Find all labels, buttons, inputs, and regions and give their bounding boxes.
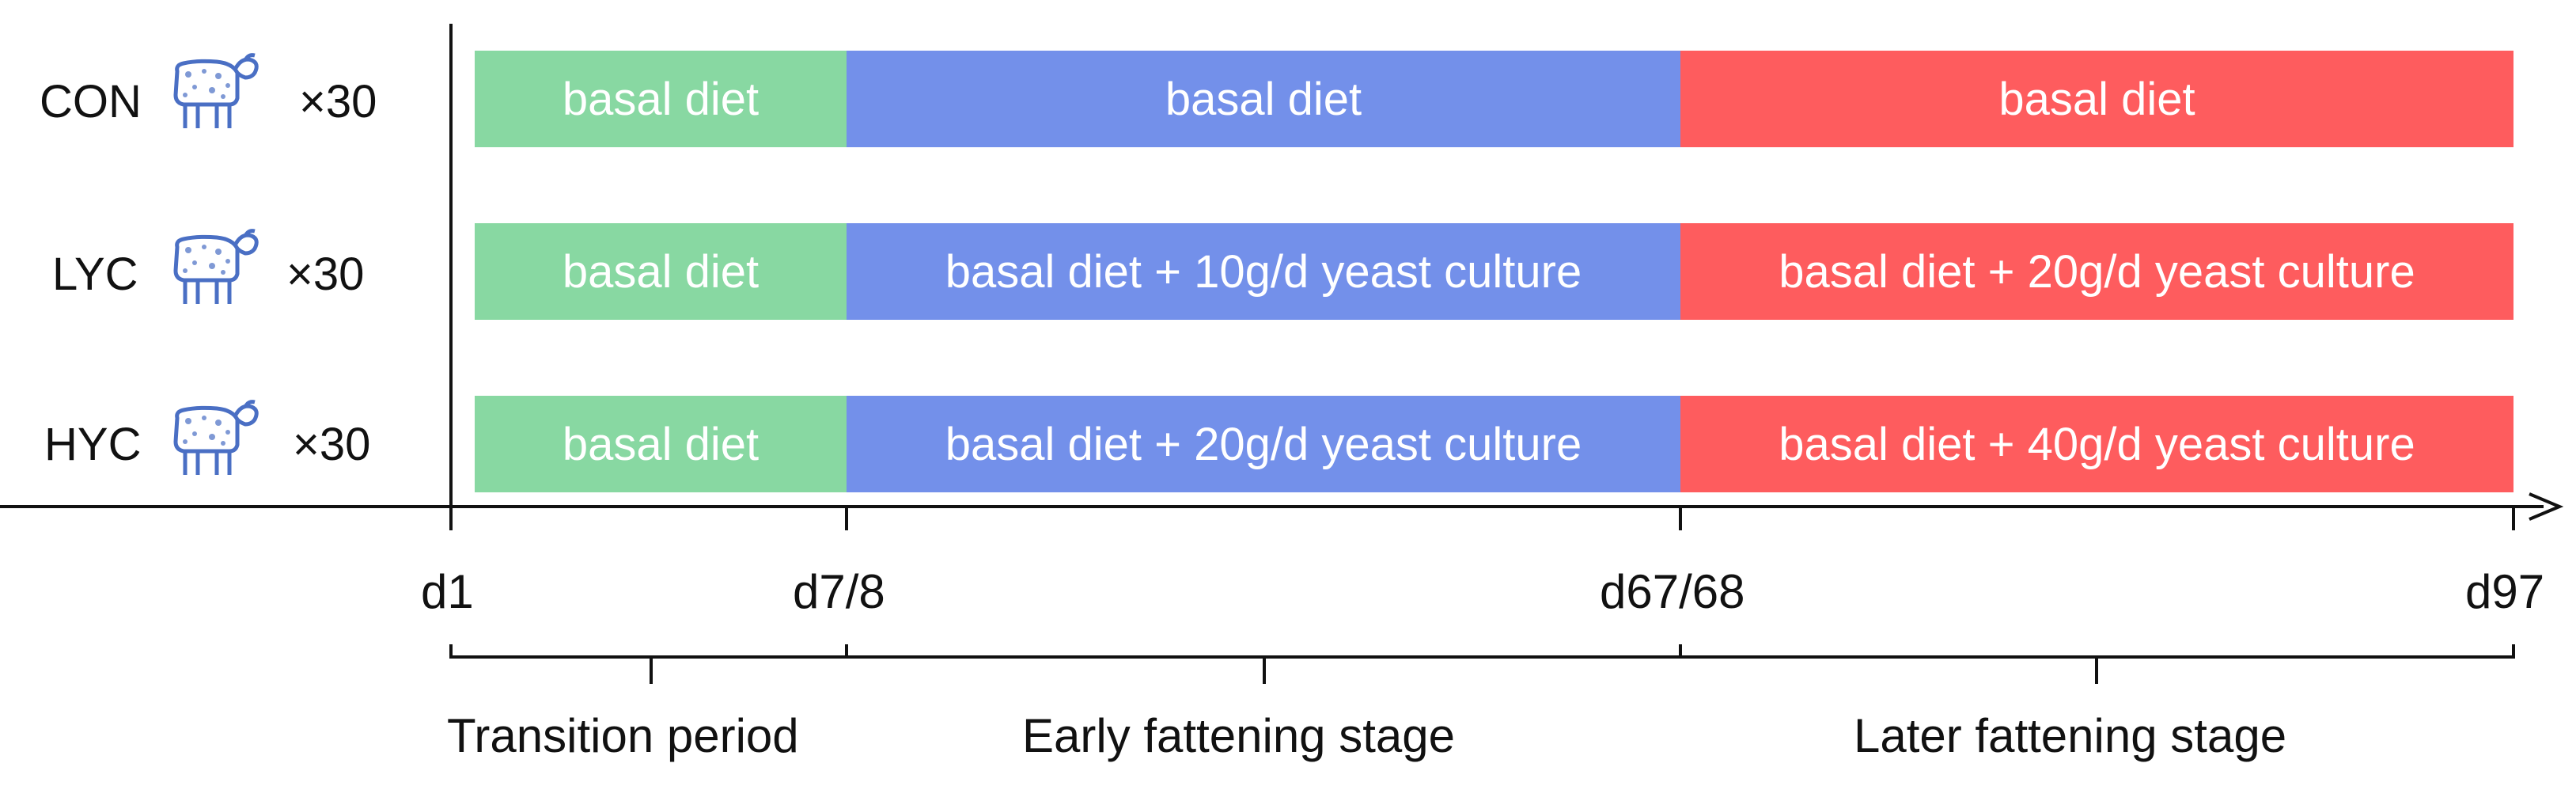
tick-label-d97: d97: [2465, 565, 2545, 618]
sheep-icon: [173, 400, 259, 475]
period-early-fattening: Early fattening stage: [1022, 709, 1456, 762]
segment-lyc-early: basal diet + 10g/d yeast culture: [847, 223, 1680, 320]
sheep-icon: [173, 53, 259, 128]
axis-tick-d97: [2512, 507, 2515, 530]
axis-tick-d7-8: [845, 507, 848, 530]
tick-label-d67-68: d67/68: [1600, 565, 1745, 618]
group-label-lyc: LYC: [52, 249, 138, 300]
segment-con-early: basal diet: [847, 51, 1680, 147]
axis-tick-d1: [449, 507, 453, 530]
group-label-con: CON: [40, 76, 142, 127]
axis-tick-d67-68: [1679, 507, 1682, 530]
segment-hyc-transition: basal diet: [475, 396, 847, 492]
segment-con-later: basal diet: [1680, 51, 2513, 147]
period-later-fattening: Later fattening stage: [1854, 709, 2287, 762]
segment-hyc-later: basal diet + 40g/d yeast culture: [1680, 396, 2513, 492]
sheep-icon: [173, 229, 259, 304]
group-count-hyc: ×30: [293, 419, 371, 470]
time-axis-arrowhead: [2529, 492, 2563, 521]
segment-lyc-transition: basal diet: [475, 223, 847, 320]
tick-label-d1: d1: [421, 565, 474, 618]
vertical-axis: [449, 24, 453, 507]
tick-label-d7-8: d7/8: [793, 565, 885, 618]
group-label-hyc: HYC: [44, 419, 142, 470]
period-transition: Transition period: [447, 709, 799, 762]
group-count-con: ×30: [299, 76, 377, 127]
segment-hyc-early: basal diet + 20g/d yeast culture: [847, 396, 1680, 492]
period-brackets: [449, 644, 2515, 684]
segment-lyc-later: basal diet + 20g/d yeast culture: [1680, 223, 2513, 320]
segment-con-transition: basal diet: [475, 51, 847, 147]
group-count-lyc: ×30: [286, 249, 365, 300]
time-axis: [0, 505, 2544, 508]
